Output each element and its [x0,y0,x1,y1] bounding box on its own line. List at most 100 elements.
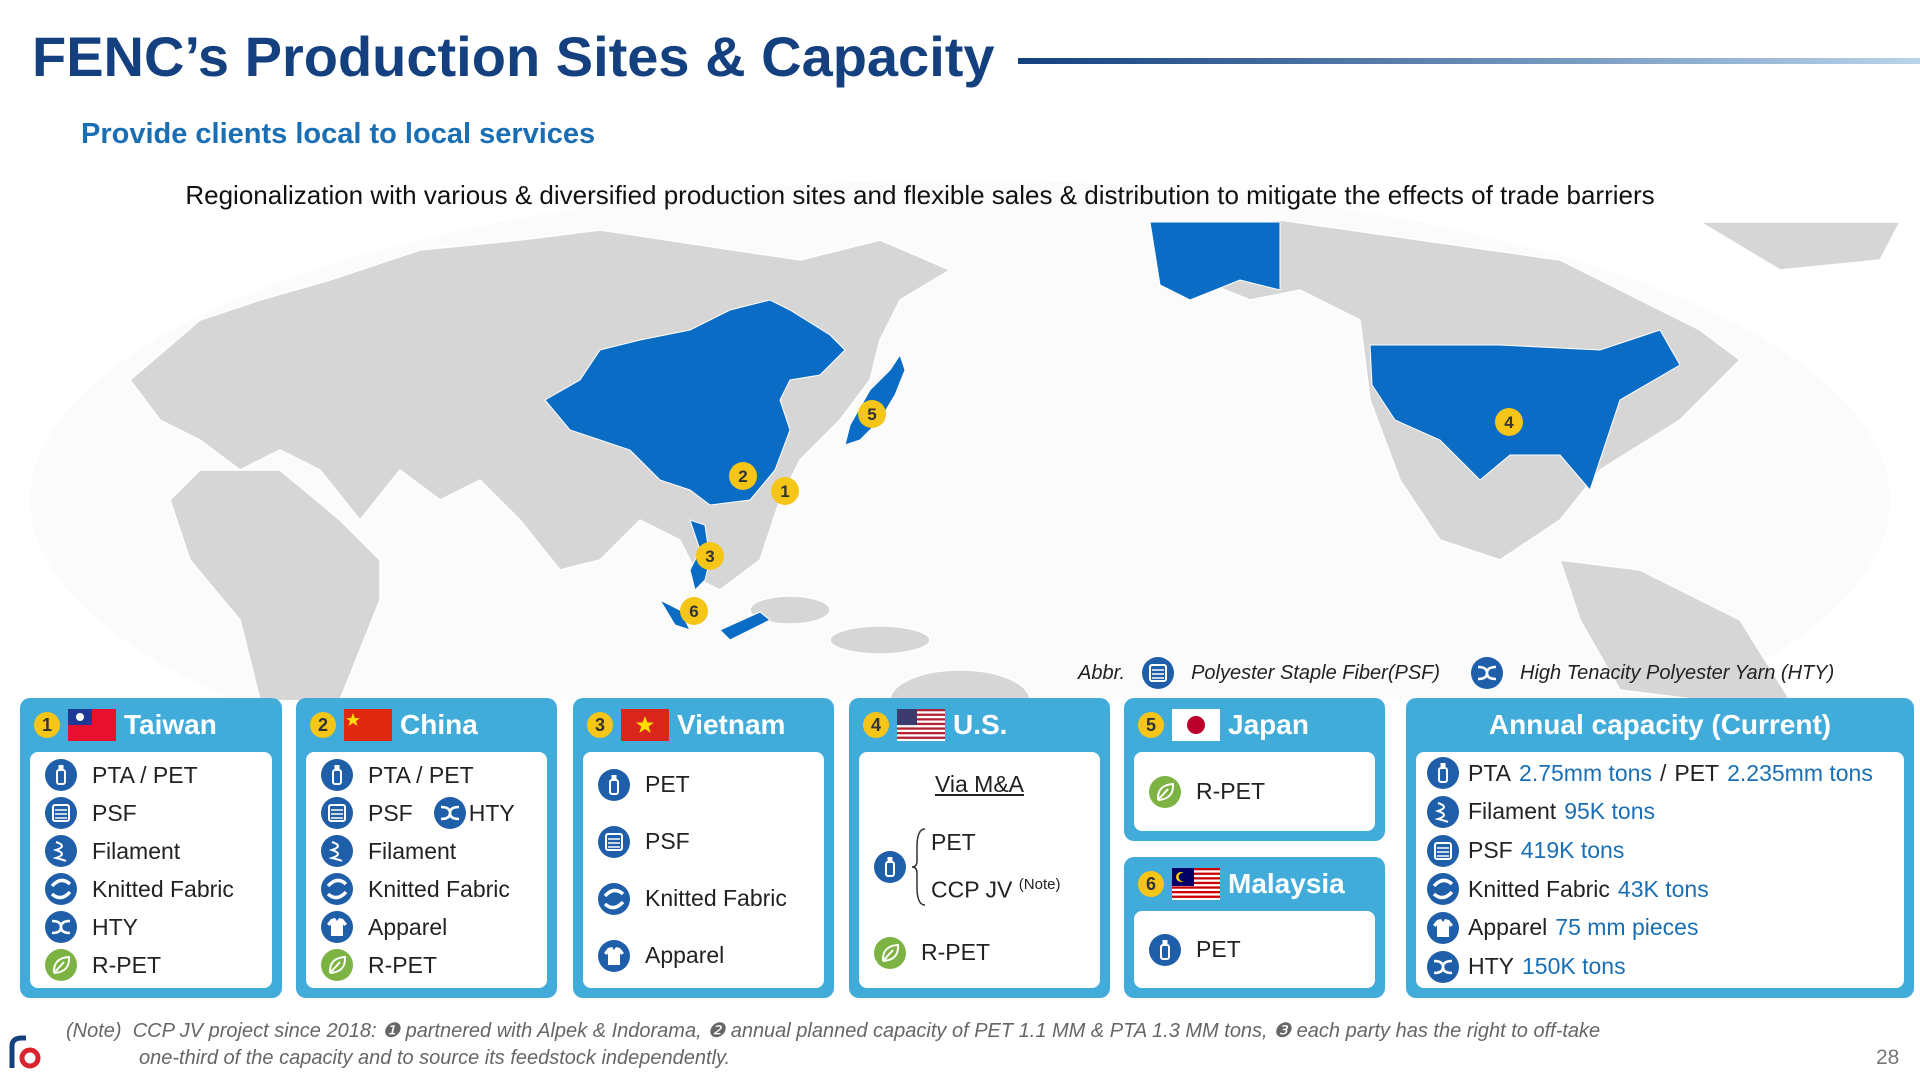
note-ref: (Note) [1018,876,1061,894]
product: HTY [468,799,515,826]
note-text: CCP JV project since 2018: ❶ partnered w… [132,1020,1601,1042]
icon [44,758,78,792]
icon-graphic [1427,834,1459,867]
capacity-row: Knitted Fabric 43K tons [1426,872,1894,906]
product-row: Knitted Fabric [320,872,533,906]
flag [1172,868,1220,900]
product-row: PSF [44,796,258,830]
icon [597,768,631,802]
icon-graphic [45,759,77,791]
marker-label: 3 [705,547,714,566]
marker-label: 2 [738,467,747,486]
flag-graphic [1172,868,1220,900]
product: R-PET [1196,778,1265,804]
title: FENC’s Production Sites & Capacity [32,25,995,88]
icon-graphic [45,911,77,943]
icon [1426,911,1460,945]
icon [320,948,354,982]
product: PET [645,771,690,797]
site-number: 1 [34,712,60,738]
product: PET [931,829,976,856]
icon [44,872,78,906]
site-number: 6 [1138,871,1164,897]
flag-graphic [68,709,116,741]
abbr-label: Abbr. [1078,661,1126,684]
site-number: 2 [310,712,336,738]
brace [911,827,926,906]
icon [44,834,78,868]
icon [44,948,78,982]
site-number: 5 [1138,712,1164,738]
icon-graphic [1142,657,1175,689]
flag-graphic [621,709,669,741]
icon-graphic [321,949,353,981]
site-number: 4 [863,712,889,738]
product-row: R-PET [44,948,258,982]
footnote: (Note) CCP JV project since 2018: ❶ part… [66,1018,1600,1072]
site-name: Vietnam [677,709,786,740]
product-row: PET [597,768,810,802]
product-row: PSF HTY [320,796,533,830]
product: PTA / PET [368,761,474,788]
site-number: 3 [587,712,613,738]
icon-graphic [1427,950,1459,983]
icon [597,882,631,916]
marker-label: 5 [867,405,876,424]
note-text: one-third of the capacity and to source … [139,1047,731,1069]
product-row: R-PET [873,936,1086,970]
capacity-label: Filament [1468,798,1557,825]
product: PSF [645,828,690,854]
capacity-row: Apparel 75 mm pieces [1426,911,1894,945]
product: Knitted Fabric [645,885,787,911]
product-row: PTA / PET [44,758,258,792]
marker-label: 6 [689,602,698,621]
capacity-amount: 150K tons [1522,953,1626,980]
product-row: Apparel [597,939,810,973]
product: Filament [368,837,457,864]
marker [696,542,724,570]
via-row: Via M&A [873,771,1086,798]
icon-graphic [321,835,353,867]
icon [1426,834,1460,868]
icon [873,850,907,884]
product: Apparel [368,913,448,940]
capacity-amount: 43K tons [1617,875,1709,902]
icon [320,758,354,792]
capacity-label: PET [1674,759,1720,786]
icon-graphic [321,911,353,943]
product: PSF [92,799,137,826]
marker-label: 1 [780,482,789,501]
icon-graphic [45,949,77,981]
site-card: 5 Japan R-PET [1124,698,1385,841]
product-row: Knitted Fabric [44,872,258,906]
site-name: Taiwan [124,709,217,740]
site-card: 3 Vietnam PET PSF Knitted Fabric Apparel [573,698,834,998]
icon [1426,872,1460,906]
subtitle: Provide clients local to local services [81,118,596,150]
icon [44,910,78,944]
capacity-amount: 2.75mm tons [1519,759,1652,786]
capacity-amount: 2.235mm tons [1727,759,1873,786]
marker [858,400,886,428]
icon-graphic [45,835,77,867]
product: Apparel [645,942,725,968]
product-group: PET CCP JV (Note) [873,827,1086,907]
flag-graphic [1172,709,1220,741]
capacity-row: Filament 95K tons [1426,795,1894,829]
icon-graphic [433,797,466,829]
product-row: Filament [44,834,258,868]
capacity-row: HTY 150K tons [1426,950,1894,984]
product: R-PET [921,939,990,965]
via: Via M&A [934,770,1025,797]
icon [1426,950,1460,984]
icon-graphic [321,873,353,905]
product: Filament [92,837,181,864]
icon-graphic [598,768,630,801]
world-map: 1 2 3 4 5 6 [130,220,1900,700]
marker [771,477,799,505]
flag-graphic [897,709,945,741]
product: CCP JV [931,876,1013,903]
icon [597,825,631,859]
